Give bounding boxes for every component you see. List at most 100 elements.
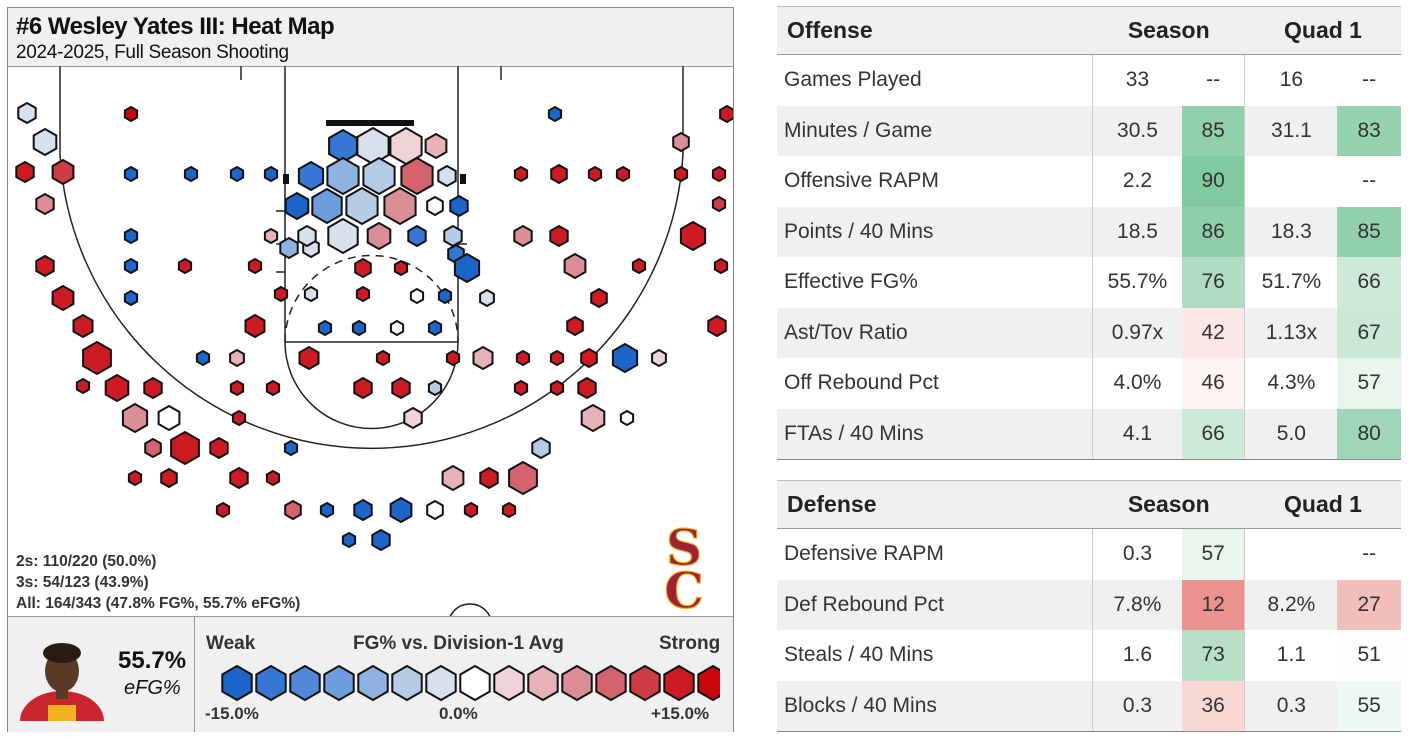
shot-hex (391, 376, 411, 400)
quad-percentile: 57 (1337, 358, 1401, 409)
shot-hex (393, 259, 409, 277)
season-value: 1.6 (1122, 643, 1153, 667)
shot-hex (362, 156, 396, 196)
shot-hex (513, 165, 529, 183)
legend-hex (459, 665, 491, 701)
shot-hex (265, 379, 281, 397)
defense-header-quad: Quad 1 (1244, 480, 1401, 529)
quad-value: 8.2% (1244, 579, 1338, 630)
quad-percentile: 27 (1337, 579, 1401, 630)
shot-hex (389, 126, 423, 166)
heat-map-panel: #6 Wesley Yates III: Heat Map 2024-2025,… (7, 7, 734, 732)
shot-hex (229, 165, 245, 183)
shot-hex (195, 349, 211, 367)
shot-hex (366, 221, 392, 251)
shot-hex (549, 349, 565, 367)
shot-hex (297, 224, 317, 248)
season-percentile: 36 (1181, 680, 1246, 732)
season-percentile: 73 (1181, 630, 1246, 681)
shot-hex (407, 224, 427, 248)
shot-hex (479, 288, 495, 308)
shot-hex (580, 403, 606, 433)
season-value: 4.1 (1092, 408, 1182, 460)
table-row: Defensive RAPM 0.3 57 -- (777, 528, 1401, 580)
shot-hex (619, 409, 635, 427)
shot-hex (550, 163, 568, 185)
shot-hex (353, 376, 373, 400)
legend-hex (323, 665, 355, 701)
legend-bar: 55.7% eFG% Weak FG% vs. Division-1 Avg S… (8, 616, 733, 732)
legend-hex (527, 665, 559, 701)
quad-value: 1.13x (1244, 307, 1338, 358)
table-row: Blocks / 40 Mins 0.3 36 0.3 55 (777, 680, 1401, 732)
season-percentile: 12 (1181, 579, 1246, 630)
two-point-stats: 2s: 110/220 (50.0%) (16, 553, 157, 570)
stat-label: Blocks / 40 Mins (777, 680, 1094, 732)
shot-hex (231, 409, 247, 427)
shot-hex (437, 164, 457, 188)
shot-hex (123, 289, 139, 307)
offense-rows: Games Played 33 -- 16 -- Minutes / Game 30.5 85… (777, 54, 1401, 460)
defense-header-label: Defense (777, 480, 1093, 529)
season-value: 7.8% (1092, 579, 1182, 630)
shot-hex (351, 319, 367, 337)
shot-hex (263, 165, 279, 183)
shot-hex (403, 406, 423, 430)
shot-hex (445, 349, 461, 367)
efg-label: eFG% (124, 677, 181, 699)
shot-hex (319, 501, 335, 519)
shot-hex (327, 217, 359, 255)
shot-hex (566, 315, 584, 337)
season-value: 55.7% (1107, 270, 1168, 294)
shot-hex (123, 105, 139, 123)
shot-hex (383, 186, 417, 226)
season-value: 0.3 (1092, 680, 1182, 732)
shot-hex (371, 528, 391, 552)
defense-header-season: Season (1092, 480, 1245, 529)
svg-text:S: S (666, 520, 702, 577)
stat-label: Points / 40 Mins (777, 206, 1094, 257)
shot-hex (284, 191, 310, 221)
shot-hex (144, 437, 162, 459)
quad-value: 4.3% (1267, 371, 1316, 395)
season-percentile: 57 (1181, 528, 1246, 580)
shot-hex (244, 313, 266, 339)
legend-divider (194, 617, 195, 732)
shot-hex (297, 160, 325, 192)
shot-hex (679, 220, 707, 252)
stat-label: FTAs / 40 Mins (777, 408, 1094, 460)
shot-hex (51, 284, 75, 312)
shot-hex (35, 192, 55, 216)
three-point-stats: 3s: 54/123 (43.9%) (16, 574, 149, 591)
shot-hex (501, 501, 517, 519)
legend-hex (255, 665, 287, 701)
quad-percentile: 80 (1337, 408, 1401, 460)
defense-table: Defense Season Quad 1 Defensive RAPM 0.3 5… (777, 480, 1401, 732)
legend-hex (697, 665, 720, 701)
shot-hex (298, 345, 320, 371)
shot-hex (317, 319, 333, 337)
stat-label: Def Rebound Pct (777, 579, 1094, 630)
season-value: 0.97x (1092, 307, 1182, 358)
table-row: Steals / 40 Mins 1.6 73 1.1 51 (777, 630, 1401, 681)
quad-value: 5.0 (1244, 408, 1338, 460)
shot-hex (531, 436, 551, 460)
shot-hex (449, 194, 469, 218)
shot-hex (104, 373, 130, 403)
half-court-arc (449, 603, 491, 616)
season-percentile: 66 (1181, 408, 1246, 460)
heat-map-header: #6 Wesley Yates III: Heat Map 2024-2025,… (8, 8, 733, 67)
shot-hex (123, 257, 139, 275)
season-percentile: 46 (1181, 358, 1246, 409)
shot-hex (341, 531, 357, 549)
season-percentile: 90 (1181, 156, 1246, 207)
table-row: Off Rebound Pct 4.0% 46 4.3% 57 (777, 358, 1401, 409)
offense-header-season: Season (1092, 6, 1245, 55)
season-percentile: -- (1181, 54, 1246, 106)
shot-hex (51, 158, 75, 186)
offense-header-label: Offense (777, 6, 1093, 55)
legend-hex (289, 665, 321, 701)
shot-hex (170, 430, 200, 466)
shot-hex (160, 467, 178, 489)
legend-max: +15.0% (651, 704, 710, 723)
